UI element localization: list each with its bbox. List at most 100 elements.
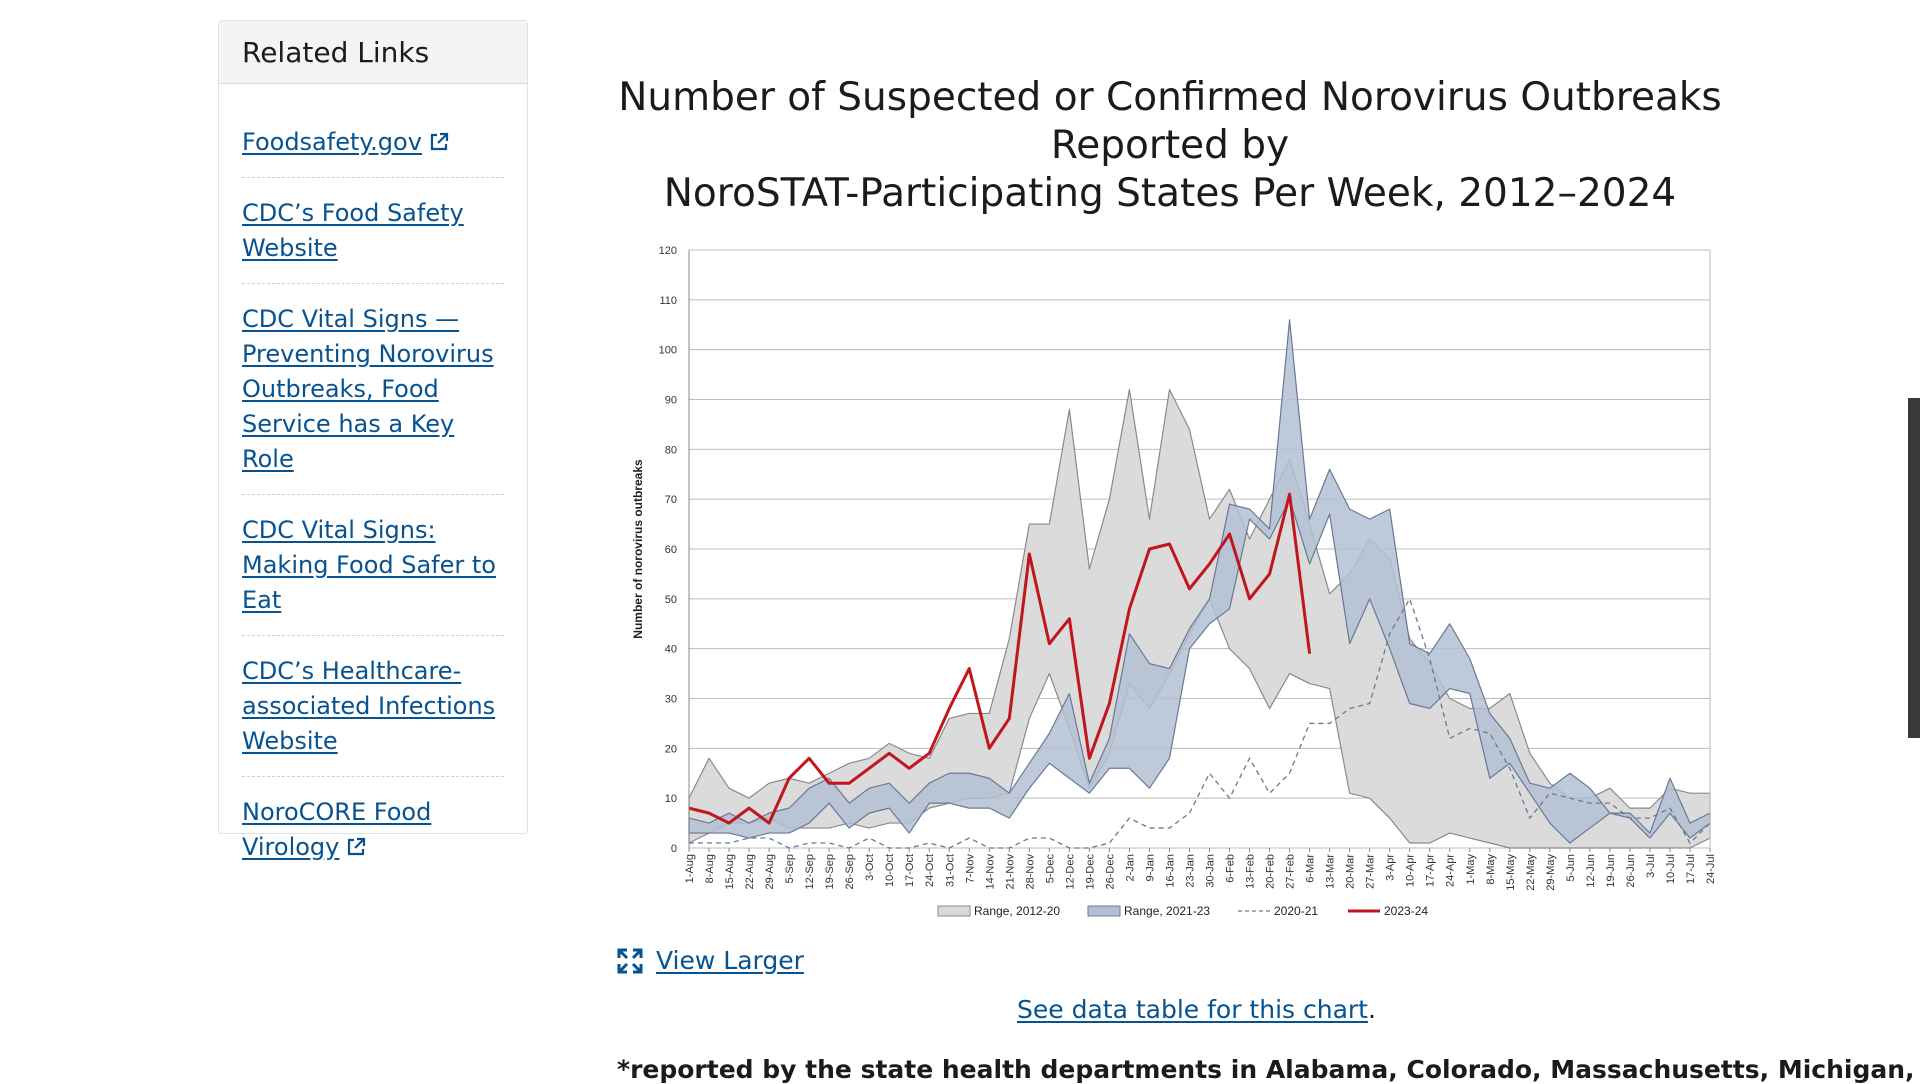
- data-table-link[interactable]: See data table for this chart: [1017, 995, 1368, 1024]
- x-tick-label: 14-Nov: [984, 854, 996, 890]
- x-tick-label: 8-May: [1485, 854, 1497, 885]
- x-tick-label: 22-May: [1525, 854, 1537, 891]
- link-norocore[interactable]: NoroCORE Food Virology: [242, 798, 432, 861]
- x-tick-label: 9-Jan: [1144, 854, 1156, 882]
- x-tick-label: 27-Mar: [1365, 854, 1377, 889]
- chart-axes: 0 10 20 30 40 50 60 70 80 90 100 110 120 Number of no…: [631, 245, 1717, 891]
- norovirus-chart: 0 10 20 30 40 50 60 70 80 90 100 110 120 Number of no…: [631, 245, 1717, 918]
- chart-legend: Range, 2012-20 Range, 2021-23 2020-21 2023-…: [937, 904, 1428, 918]
- x-tick-label: 27-Feb: [1285, 854, 1297, 889]
- y-tick-label: 100: [659, 345, 677, 357]
- x-tick-label: 10-Oct: [884, 854, 896, 887]
- x-tick-label: 23-Jan: [1184, 854, 1196, 888]
- view-larger: View Larger: [616, 946, 804, 975]
- y-tick-label: 70: [665, 494, 677, 506]
- x-tick-label: 29-May: [1545, 854, 1557, 891]
- expand-icon[interactable]: [616, 947, 644, 975]
- external-link-icon: [348, 837, 366, 856]
- x-tick-label: 12-Dec: [1064, 854, 1076, 890]
- data-table-suffix: .: [1367, 995, 1376, 1024]
- chart-title-line: Number of Suspected or Confirmed Norovir…: [618, 75, 1722, 120]
- x-tick-label: 19-Dec: [1084, 854, 1096, 890]
- y-tick-label: 10: [665, 793, 677, 805]
- x-tick-label: 28-Nov: [1024, 854, 1036, 890]
- x-tick-label: 3-Oct: [864, 854, 876, 881]
- x-tick-label: 10-Jul: [1665, 854, 1677, 884]
- y-axis-label: Number of norovirus outbreaks: [631, 459, 645, 639]
- list-item: CDC’s Healthcare-associated Infections W…: [242, 636, 504, 777]
- chart-title-line: NoroSTAT-Participating States Per Week, …: [663, 171, 1677, 216]
- link-cdc-food-safety[interactable]: CDC’s Food Safety Website: [242, 199, 464, 262]
- x-tick-label: 29-Aug: [764, 854, 776, 889]
- x-tick-label: 13-Mar: [1325, 854, 1337, 889]
- x-tick-label: 26-Sep: [844, 854, 856, 889]
- x-tick-label: 24-Jul: [1705, 854, 1717, 884]
- related-links-panel: Related Links Foodsafety.gov CDC’s Food …: [218, 20, 528, 861]
- x-tick-label: 17-Oct: [904, 854, 916, 887]
- y-tick-label: 50: [665, 594, 677, 606]
- x-tick-label: 30-Jan: [1205, 854, 1217, 888]
- x-tick-label: 26-Dec: [1104, 854, 1116, 890]
- x-tick-label: 3-Jul: [1645, 854, 1657, 878]
- x-tick-label: 12-Jun: [1585, 854, 1597, 888]
- x-tick-label: 26-Jun: [1625, 854, 1637, 888]
- y-tick-label: 80: [665, 444, 677, 456]
- x-tick-label: 17-Jul: [1685, 854, 1697, 884]
- link-healthcare-infections[interactable]: CDC’s Healthcare-associated Infections W…: [242, 657, 496, 755]
- link-foodsafety-gov[interactable]: Foodsafety.gov: [242, 128, 450, 156]
- list-item: NoroCORE Food Virology: [242, 777, 504, 882]
- chart-title-line: Reported by: [1050, 123, 1290, 168]
- x-tick-label: 16-Jan: [1164, 854, 1176, 888]
- x-tick-label: 19-Sep: [824, 854, 836, 889]
- legend-swatch: [937, 905, 971, 917]
- y-tick-label: 110: [659, 295, 677, 307]
- external-link-icon: [430, 132, 449, 151]
- x-tick-label: 3-Apr: [1385, 854, 1397, 881]
- y-tick-label: 30: [665, 694, 677, 706]
- y-tick-label: 120: [659, 245, 677, 257]
- legend-label: 2020-21: [1274, 904, 1318, 918]
- related-links-list: Foodsafety.gov CDC’s Food Safety Website…: [219, 84, 527, 882]
- link-vital-signs-food-safer[interactable]: CDC Vital Signs: Making Food Safer to Ea…: [242, 516, 496, 614]
- view-larger-link[interactable]: View Larger: [656, 946, 804, 975]
- x-tick-label: 1-May: [1465, 854, 1477, 885]
- legend-swatch: [1087, 905, 1121, 917]
- list-item: Foodsafety.gov: [242, 104, 504, 178]
- list-item: CDC Vital Signs: Making Food Safer to Ea…: [242, 495, 504, 636]
- data-table-paragraph: See data table for this chart.: [1017, 995, 1376, 1024]
- series-line-2023-24: [688, 492, 1312, 825]
- x-tick-label: 31-Oct: [944, 854, 956, 887]
- x-tick-label: 20-Mar: [1345, 854, 1357, 889]
- chart-lines: [688, 492, 1711, 849]
- scrollbar-thumb[interactable]: [1908, 398, 1920, 738]
- x-tick-label: 19-Jun: [1605, 854, 1617, 888]
- footnote: *reported by the state health department…: [617, 1055, 1915, 1084]
- legend-label: 2023-24: [1384, 904, 1428, 918]
- x-tick-label: 7-Nov: [964, 854, 976, 884]
- x-tick-label: 1-Aug: [684, 854, 696, 883]
- legend-label: Range, 2021-23: [1124, 904, 1210, 918]
- y-tick-label: 0: [671, 843, 677, 855]
- link-vital-signs-norovirus[interactable]: CDC Vital Signs — Preventing Norovirus O…: [242, 305, 494, 473]
- list-item: CDC’s Food Safety Website: [242, 178, 504, 284]
- x-tick-label: 12-Sep: [804, 854, 816, 889]
- x-tick-label: 24-Apr: [1445, 854, 1457, 887]
- x-tick-label: 24-Oct: [924, 854, 936, 887]
- x-tick-label: 5-Dec: [1044, 854, 1056, 884]
- x-tick-label: 15-Aug: [724, 854, 736, 889]
- x-tick-label: 17-Apr: [1425, 854, 1437, 887]
- x-tick-label: 8-Aug: [704, 854, 716, 883]
- series-line-2020-21: [689, 597, 1711, 849]
- x-tick-label: 6-Mar: [1305, 854, 1317, 883]
- x-tick-label: 5-Sep: [784, 854, 796, 883]
- x-tick-label: 5-Jun: [1565, 854, 1577, 882]
- x-tick-label: 10-Apr: [1405, 854, 1417, 887]
- y-tick-label: 60: [665, 544, 677, 556]
- related-links-title: Related Links: [219, 21, 527, 84]
- x-tick-label: 20-Feb: [1265, 854, 1277, 889]
- x-tick-label: 21-Nov: [1004, 854, 1016, 890]
- legend-label: Range, 2012-20: [974, 904, 1060, 918]
- x-tick-label: 2-Jan: [1124, 854, 1136, 882]
- x-tick-label: 13-Feb: [1245, 854, 1257, 889]
- x-tick-label: 15-May: [1505, 854, 1517, 891]
